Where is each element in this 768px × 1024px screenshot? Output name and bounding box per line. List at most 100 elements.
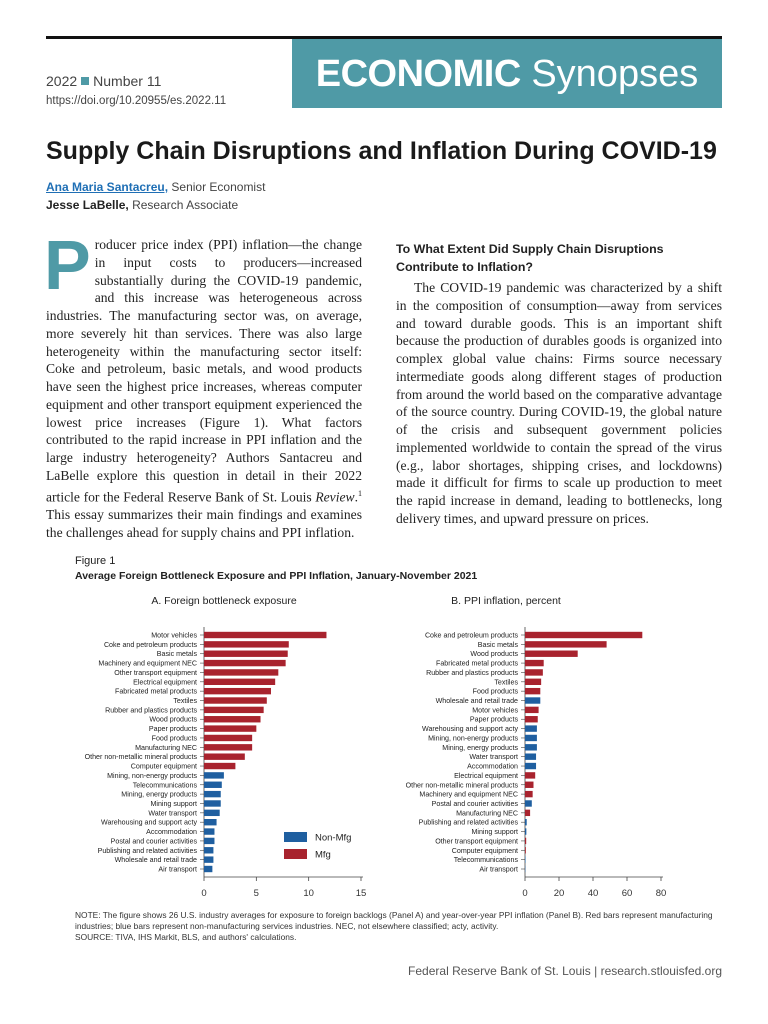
category-label: Mining, non-energy products [107, 772, 197, 780]
doi: https://doi.org/10.20955/es.2022.11 [46, 95, 227, 107]
category-label: Motor vehicles [472, 706, 518, 714]
year: 2022 [46, 73, 78, 89]
drop-cap: P [44, 226, 91, 304]
category-label: Computer equipment [452, 847, 518, 855]
category-label: Air transport [479, 866, 518, 874]
category-label: Water transport [148, 809, 197, 817]
author-name[interactable]: Ana Maria Santacreu, [46, 180, 169, 194]
bar [525, 631, 643, 639]
bar [204, 809, 220, 817]
bar [204, 819, 217, 826]
category-label: Fabricated metal products [436, 660, 518, 668]
legend-swatch [284, 849, 307, 859]
bar [204, 781, 222, 788]
number: Number 11 [93, 73, 162, 89]
bar [204, 856, 214, 863]
footnote-mark: 1 [358, 488, 362, 498]
bar [525, 659, 544, 667]
category-label: Publishing and related activities [419, 819, 519, 827]
legend-label: Non-Mfg [315, 833, 351, 844]
italic: Review [315, 489, 355, 505]
bar [525, 650, 578, 657]
bar [525, 790, 533, 798]
category-label: Mining support [471, 828, 518, 836]
category-label: Basic metals [157, 650, 198, 658]
category-label: Food products [473, 688, 519, 696]
bar [204, 762, 236, 770]
category-label: Other non-metallic mineral products [85, 753, 198, 761]
bar [525, 762, 537, 770]
author-name: Jesse LaBelle, [46, 198, 129, 212]
x-tick-label: 60 [622, 888, 633, 899]
author-role: Research Associate [132, 198, 239, 212]
footer: Federal Reserve Bank of St. Louis | rese… [408, 964, 722, 978]
category-label: Coke and petroleum products [104, 641, 198, 649]
category-label: Other non-metallic mineral products [406, 781, 519, 789]
author: Jesse LaBelle, Research Associate [46, 198, 238, 212]
figure-chart: A. Foreign bottleneck exposure 0 5 10 15 Moto… [85, 595, 667, 899]
category-label: Publishing and related activities [98, 847, 198, 855]
bar [525, 781, 534, 788]
bar [525, 837, 527, 845]
category-label: Warehousing and support acty [422, 725, 518, 733]
top-rule [46, 36, 722, 39]
category-label: Paper products [470, 716, 519, 724]
square [81, 77, 90, 85]
category-label: Wood products [149, 716, 197, 724]
category-label: Wholesale and retail trade [436, 697, 518, 705]
category-label: Manufacturing NEC [456, 809, 518, 817]
category-label: Electrical equipment [133, 678, 197, 686]
category-label: Textiles [494, 678, 518, 686]
x-tick-label: 15 [356, 888, 367, 899]
bar [525, 641, 607, 648]
bar [204, 837, 215, 845]
bar [204, 828, 215, 835]
panel-title: A. Foreign bottleneck exposure [151, 595, 296, 607]
bar [525, 847, 526, 854]
category-label: Mining, energy products [121, 791, 197, 799]
category-label: Water transport [469, 753, 518, 761]
category-label: Paper products [149, 725, 198, 733]
bar [204, 865, 213, 873]
author: Ana Maria Santacreu, Senior Economist [46, 180, 265, 194]
bar [525, 716, 538, 723]
bar [525, 687, 541, 695]
x-tick-label: 20 [554, 888, 565, 899]
note: NOTE: The figure shows 26 U.S. industry … [75, 910, 713, 932]
category-label: Warehousing and support acty [101, 819, 197, 827]
bar [204, 706, 264, 714]
category-label: Coke and petroleum products [425, 632, 519, 640]
bar [204, 650, 288, 657]
category-label: Other transport equipment [114, 669, 197, 677]
bar [525, 669, 543, 676]
legend-label: Mfg [315, 850, 331, 861]
bar [525, 734, 537, 742]
category-label: Rubber and plastics products [426, 669, 518, 677]
x-tick-label: 0 [201, 888, 206, 899]
banner [292, 39, 722, 108]
bar [204, 800, 221, 807]
figure-note: NOTE: The figure shows 26 U.S. industry … [75, 910, 725, 944]
category-label: Food products [152, 734, 198, 742]
bar [204, 725, 257, 732]
bar [525, 753, 537, 760]
bar [525, 800, 532, 807]
bar [204, 753, 245, 760]
bar [204, 734, 253, 742]
category-label: Telecommunications [454, 856, 519, 864]
x-tick-label: 10 [303, 888, 314, 899]
text: . [354, 489, 358, 505]
bar [525, 856, 526, 863]
category-label: Textiles [173, 697, 197, 705]
bar [204, 697, 267, 704]
x-tick-label: 40 [588, 888, 599, 899]
category-label: Postal and courier activities [432, 800, 519, 808]
brand-light: Synopses [531, 53, 699, 95]
bar [204, 716, 261, 723]
bar [525, 706, 539, 714]
legend-swatch [284, 832, 307, 842]
author-role: Senior Economist [171, 180, 266, 194]
bar [525, 744, 537, 751]
